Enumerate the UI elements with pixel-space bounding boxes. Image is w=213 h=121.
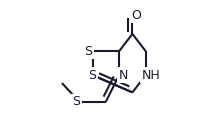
- Text: S: S: [85, 45, 93, 58]
- Text: S: S: [89, 69, 96, 82]
- Text: S: S: [73, 95, 81, 108]
- Text: O: O: [131, 9, 141, 22]
- Text: NH: NH: [142, 69, 160, 82]
- Text: N: N: [118, 69, 128, 82]
